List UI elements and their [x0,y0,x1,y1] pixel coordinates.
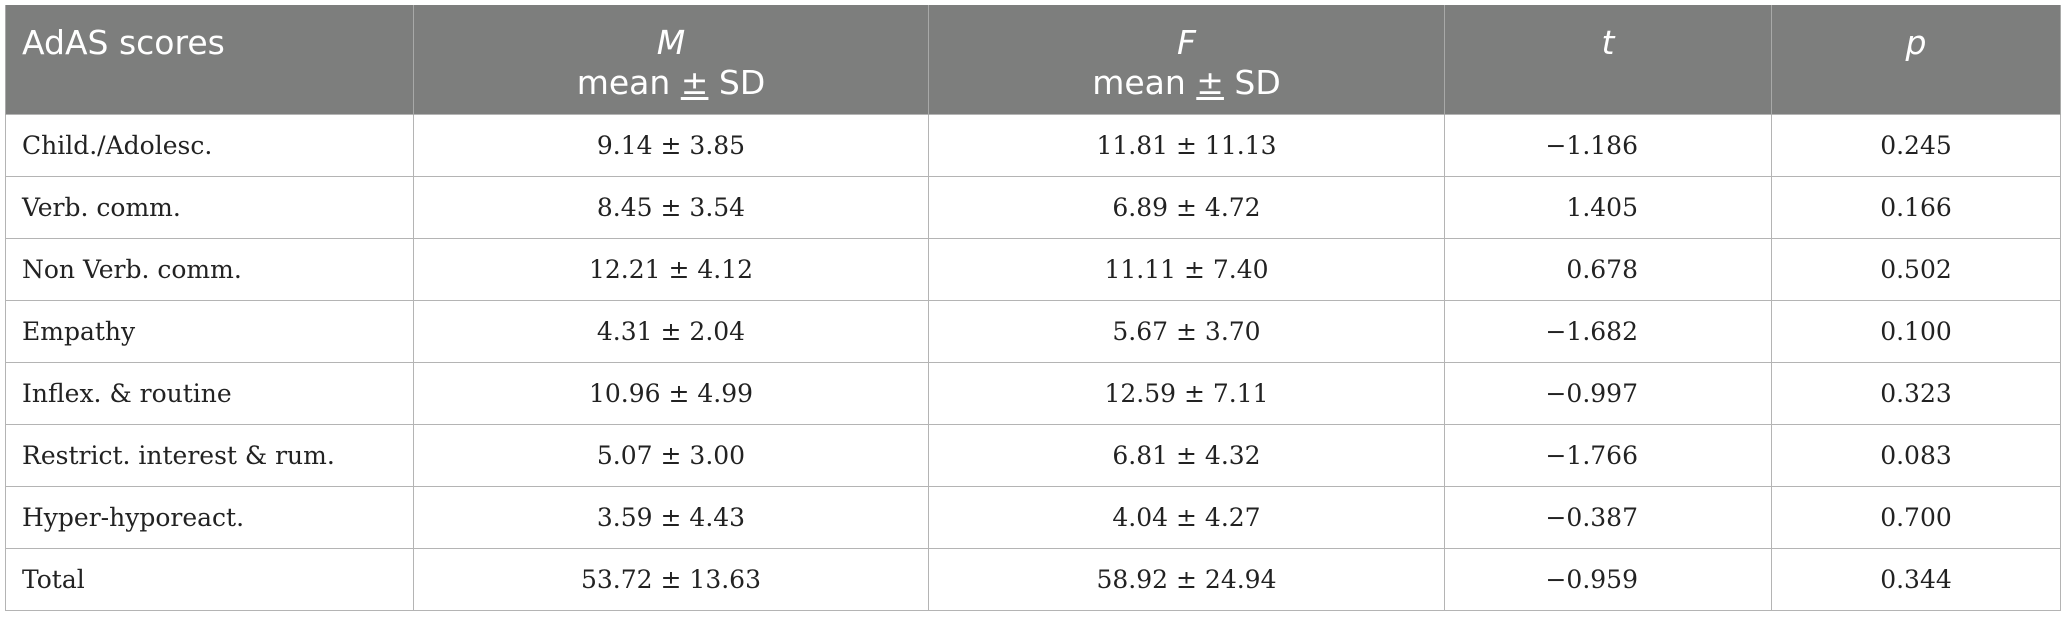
cell-p: 0.100 [1771,299,2061,363]
table-row: Hyper-hyporeact. 3.59 ± 4.43 4.04 ± 4.27… [5,485,2061,549]
table-row: Non Verb. comm. 12.21 ± 4.12 11.11 ± 7.4… [5,237,2061,301]
cell-female: 58.92 ± 24.94 [928,547,1445,611]
cell-male: 4.31 ± 2.04 [413,299,929,363]
row-label: Child./Adolesc. [5,113,414,177]
cell-p: 0.245 [1771,113,2061,177]
row-label: Inflex. & routine [5,361,414,425]
cell-male: 9.14 ± 3.85 [413,113,929,177]
cell-t: −1.682 [1444,299,1772,363]
cell-t: 0.678 [1444,237,1772,301]
table-row: Child./Adolesc. 9.14 ± 3.85 11.81 ± 11.1… [5,113,2061,177]
header-male-sub: mean ± SD [415,63,927,103]
row-label: Hyper-hyporeact. [5,485,414,549]
cell-p: 0.700 [1771,485,2061,549]
cell-p: 0.166 [1771,175,2061,239]
cell-t: −0.387 [1444,485,1772,549]
header-female: F mean ± SD [928,5,1445,114]
row-label: Verb. comm. [5,175,414,239]
cell-female: 4.04 ± 4.27 [928,485,1445,549]
header-male-label: M [656,23,686,62]
cell-p: 0.323 [1771,361,2061,425]
cell-female: 12.59 ± 7.11 [928,361,1445,425]
table-row: Empathy 4.31 ± 2.04 5.67 ± 3.70 −1.682 0… [5,299,2061,363]
cell-male: 3.59 ± 4.43 [413,485,929,549]
cell-male: 10.96 ± 4.99 [413,361,929,425]
header-t-label: t [1601,23,1615,62]
header-female-sub-pm: ± [1196,63,1224,102]
header-male-sub-suffix: SD [708,63,766,102]
table-row: Total 53.72 ± 13.63 58.92 ± 24.94 −0.959… [5,547,2061,611]
cell-t: −1.186 [1444,113,1772,177]
cell-male: 8.45 ± 3.54 [413,175,929,239]
table-row: Inflex. & routine 10.96 ± 4.99 12.59 ± 7… [5,361,2061,425]
table-body: Child./Adolesc. 9.14 ± 3.85 11.81 ± 11.1… [5,113,2061,611]
adas-scores-table: AdAS scores M mean ± SD F mean ± SD t p … [5,5,2061,611]
row-label: Empathy [5,299,414,363]
header-male-sub-prefix: mean [576,63,681,102]
table-row: Restrict. interest & rum. 5.07 ± 3.00 6.… [5,423,2061,487]
header-female-sub-prefix: mean [1092,63,1197,102]
header-female-label: F [1177,23,1196,62]
row-label: Total [5,547,414,611]
cell-female: 6.81 ± 4.32 [928,423,1445,487]
cell-p: 0.502 [1771,237,2061,301]
cell-male: 12.21 ± 4.12 [413,237,929,301]
row-label: Non Verb. comm. [5,237,414,301]
cell-female: 6.89 ± 4.72 [928,175,1445,239]
cell-p: 0.344 [1771,547,2061,611]
cell-t: −0.959 [1444,547,1772,611]
header-row: AdAS scores M mean ± SD F mean ± SD t p [5,5,2061,114]
table-header: AdAS scores M mean ± SD F mean ± SD t p [5,5,2061,114]
header-t: t [1444,5,1772,114]
header-female-sub: mean ± SD [930,63,1443,103]
cell-male: 53.72 ± 13.63 [413,547,929,611]
cell-t: −1.766 [1444,423,1772,487]
header-female-sub-suffix: SD [1223,63,1281,102]
row-label: Restrict. interest & rum. [5,423,414,487]
cell-t: 1.405 [1444,175,1772,239]
header-adas-scores-label: AdAS scores [22,23,225,62]
cell-male: 5.07 ± 3.00 [413,423,929,487]
cell-t: −0.997 [1444,361,1772,425]
cell-female: 11.81 ± 11.13 [928,113,1445,177]
header-adas-scores: AdAS scores [5,5,414,114]
cell-female: 5.67 ± 3.70 [928,299,1445,363]
cell-p: 0.083 [1771,423,2061,487]
header-p: p [1771,5,2061,114]
cell-female: 11.11 ± 7.40 [928,237,1445,301]
header-male-sub-pm: ± [680,63,709,102]
table-row: Verb. comm. 8.45 ± 3.54 6.89 ± 4.72 1.40… [5,175,2061,239]
header-p-label: p [1905,23,1927,62]
header-male: M mean ± SD [413,5,929,114]
